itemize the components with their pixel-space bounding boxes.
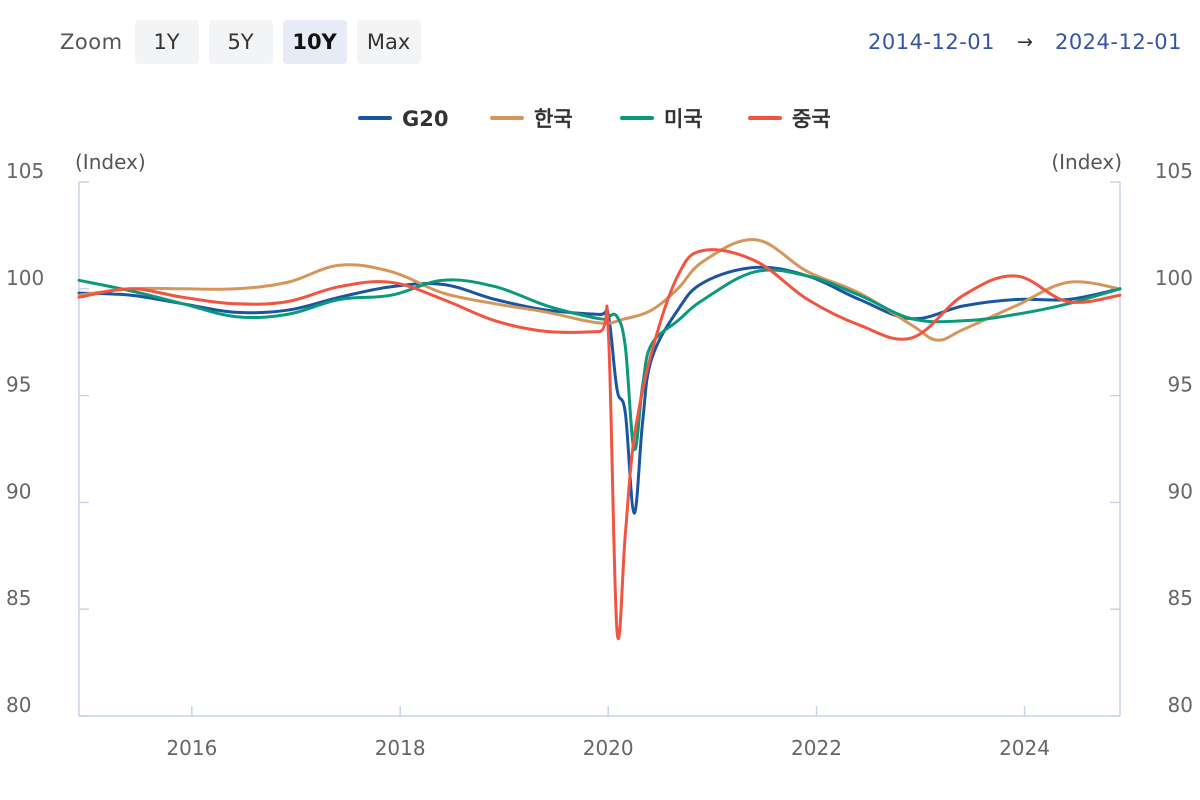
y-tick-label-left: 90 (6, 479, 31, 503)
series-lines (77, 238, 1122, 641)
zoom-label: Zoom (60, 30, 123, 54)
zoom-1y-button[interactable]: 1Y (134, 20, 199, 64)
y-tick-label-right: 105 (1155, 159, 1193, 183)
y-tick-label-right: 95 (1168, 373, 1193, 397)
series-line-usa (77, 268, 1122, 451)
range-end-date[interactable]: 2024-12-01 (1054, 30, 1182, 54)
y-tick-label-right: 85 (1168, 586, 1193, 610)
zoom-toolbar: Zoom 1Y 5Y 10Y Max (60, 20, 421, 64)
right-axis-unit: (Index) (1051, 150, 1122, 174)
legend-item-g20[interactable]: G20 (358, 107, 448, 131)
series-line-china (77, 248, 1122, 641)
date-range: 2014-12-01 → 2024-12-01 (868, 20, 1182, 64)
legend-label: 미국 (664, 107, 703, 131)
legend-label: 한국 (534, 107, 573, 131)
y-tick-label-left: 105 (6, 159, 44, 183)
y-tick-label-left: 80 (6, 693, 31, 717)
x-tick-label: 2016 (166, 736, 217, 760)
left-axis-unit: (Index) (75, 150, 146, 174)
legend-label: 중국 (792, 107, 831, 131)
legend-item-china[interactable]: 중국 (748, 107, 831, 131)
y-tick-label-right: 90 (1168, 479, 1193, 503)
range-start-date[interactable]: 2014-12-01 (867, 30, 996, 54)
y-tick-label-left: 85 (6, 586, 31, 610)
x-tick-label: 2018 (375, 736, 426, 760)
range-arrow: → (1017, 31, 1033, 53)
legend-item-korea[interactable]: 한국 (490, 107, 573, 131)
zoom-10y-button[interactable]: 10Y (282, 20, 347, 64)
series-line-g20 (77, 265, 1122, 515)
legend-label: G20 (402, 107, 448, 131)
zoom-max-button[interactable]: Max (356, 20, 421, 64)
x-tick-label: 2022 (791, 736, 842, 760)
axes: 80 80 85 85 90 90 95 95 100 100 105 105 2016 2018 2020… (6, 159, 1193, 760)
x-tick-label: 2024 (999, 736, 1050, 760)
zoom-5y-button[interactable]: 5Y (208, 20, 273, 64)
y-tick-label-left: 100 (6, 266, 44, 290)
y-tick-label-left: 95 (6, 373, 31, 397)
x-tick-label: 2020 (583, 736, 634, 760)
chart-legend: G20 한국 미국 중국 (358, 107, 831, 131)
y-tick-label-right: 100 (1155, 266, 1193, 290)
y-tick-label-right: 80 (1168, 693, 1193, 717)
series-line-korea (77, 238, 1122, 342)
legend-item-usa[interactable]: 미국 (620, 107, 703, 131)
